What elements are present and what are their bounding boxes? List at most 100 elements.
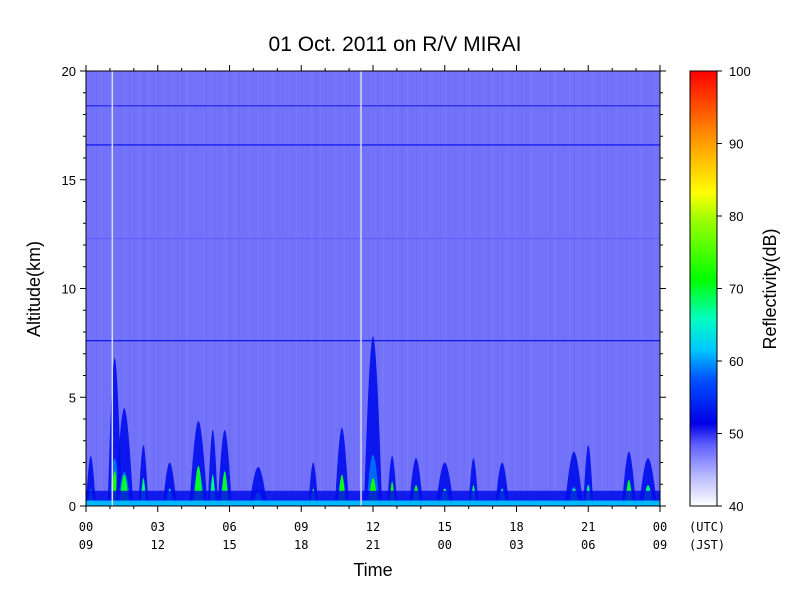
x-tick-label-jst: 15 [222, 538, 236, 552]
colorbar-tick-label: 60 [729, 354, 743, 369]
texture-stripe [463, 71, 465, 506]
texture-stripe [434, 71, 437, 506]
colorbar-tick-label: 80 [729, 209, 743, 224]
x-tick-label-utc: 00 [653, 520, 667, 534]
colorbar-tick-label: 50 [729, 427, 743, 442]
x-tick-label-jst: 12 [151, 538, 165, 552]
cloud-envelope [189, 421, 208, 506]
texture-stripe [473, 71, 475, 506]
texture-stripe [143, 71, 145, 506]
texture-stripe [544, 71, 547, 506]
x-tick-label-utc: 03 [151, 520, 165, 534]
texture-stripe [229, 71, 231, 506]
texture-stripe [258, 71, 260, 506]
jst-row-label: (JST) [689, 538, 725, 552]
cloud-envelope [364, 336, 382, 506]
texture-stripe [554, 71, 556, 506]
texture-stripe [502, 71, 504, 506]
texture-stripe [286, 71, 288, 506]
x-tick-label-jst: 21 [366, 538, 380, 552]
texture-stripe [535, 71, 537, 506]
texture-stripe [181, 71, 183, 506]
texture-stripe [114, 71, 116, 506]
texture-stripe [492, 71, 494, 506]
texture-stripe [602, 71, 604, 506]
background-texture [86, 71, 660, 506]
colorbar-label: Reflectivity(dB) [760, 228, 780, 349]
texture-stripe [258, 71, 260, 506]
texture-stripe [372, 71, 374, 506]
texture-stripe [373, 71, 375, 506]
texture-stripe [315, 71, 317, 506]
texture-stripe [344, 71, 346, 506]
texture-stripe [100, 71, 102, 506]
texture-stripe [382, 71, 384, 506]
texture-stripe [573, 71, 576, 506]
colorbar-axis: 40 50 60 70 80 90 100 [717, 64, 751, 514]
texture-stripe [420, 71, 423, 506]
texture-stripe [478, 71, 480, 506]
colorbar-tick-label: 70 [729, 282, 743, 297]
surface-layer [86, 490, 660, 506]
x-tick-label-jst: 00 [438, 538, 452, 552]
missing-data-lines [111, 71, 362, 506]
texture-stripe [645, 71, 647, 506]
texture-stripe [200, 71, 202, 506]
x-tick-label-jst: 18 [294, 538, 308, 552]
texture-stripe [310, 71, 313, 506]
x-axis: 00 09 03 12 06 15 09 18 12 21 15 00 18 03 21 06 00 09 [79, 65, 667, 552]
texture-stripe [621, 71, 623, 506]
texture-stripe [277, 71, 279, 506]
texture-stripe [234, 71, 236, 506]
surface-core [86, 500, 660, 506]
x-tick-label-utc: 06 [222, 520, 236, 534]
texture-stripe [401, 71, 404, 506]
x-tick-label-utc: 15 [438, 520, 452, 534]
texture-stripe [153, 71, 155, 506]
x-tick-label-jst: 03 [509, 538, 523, 552]
texture-stripe [525, 71, 528, 506]
texture-stripe [483, 71, 485, 506]
texture-stripe [635, 71, 637, 506]
texture-stripe [119, 71, 121, 506]
texture-stripe [650, 71, 652, 506]
cloud-envelope [115, 408, 134, 506]
texture-stripe [454, 71, 456, 506]
texture-stripe [267, 71, 269, 506]
texture-stripe [444, 71, 446, 506]
texture-stripe [110, 71, 112, 506]
texture-stripe [597, 71, 599, 506]
texture-stripe [583, 71, 585, 506]
cloud-envelope [334, 427, 349, 506]
texture-stripe [425, 71, 427, 506]
texture-stripe [655, 71, 657, 506]
cloud-envelope [217, 429, 232, 506]
texture-stripe [157, 71, 160, 506]
x-axis-label: Time [353, 560, 392, 580]
y-tick-label: 20 [62, 64, 76, 79]
texture-stripe [353, 71, 355, 506]
texture-stripe [497, 71, 499, 506]
texture-stripe [487, 71, 489, 506]
texture-stripe [540, 71, 542, 506]
x-tick-label-jst: 09 [79, 538, 93, 552]
texture-stripe [172, 71, 174, 506]
texture-stripe [148, 71, 150, 506]
texture-stripe [607, 71, 609, 506]
texture-stripe [631, 71, 633, 506]
texture-stripe [564, 71, 566, 506]
texture-stripe [344, 71, 346, 506]
texture-stripe [239, 71, 241, 506]
texture-stripe [329, 71, 332, 506]
texture-stripe [162, 71, 164, 506]
texture-stripe [196, 71, 198, 506]
texture-stripe [459, 71, 461, 506]
texture-stripe [511, 71, 513, 506]
texture-stripe [334, 71, 336, 506]
texture-stripe [167, 71, 169, 506]
texture-stripe [588, 71, 590, 506]
texture-stripe [487, 71, 490, 506]
texture-stripe [506, 71, 509, 506]
texture-stripe [124, 71, 126, 506]
texture-stripe [115, 71, 117, 506]
